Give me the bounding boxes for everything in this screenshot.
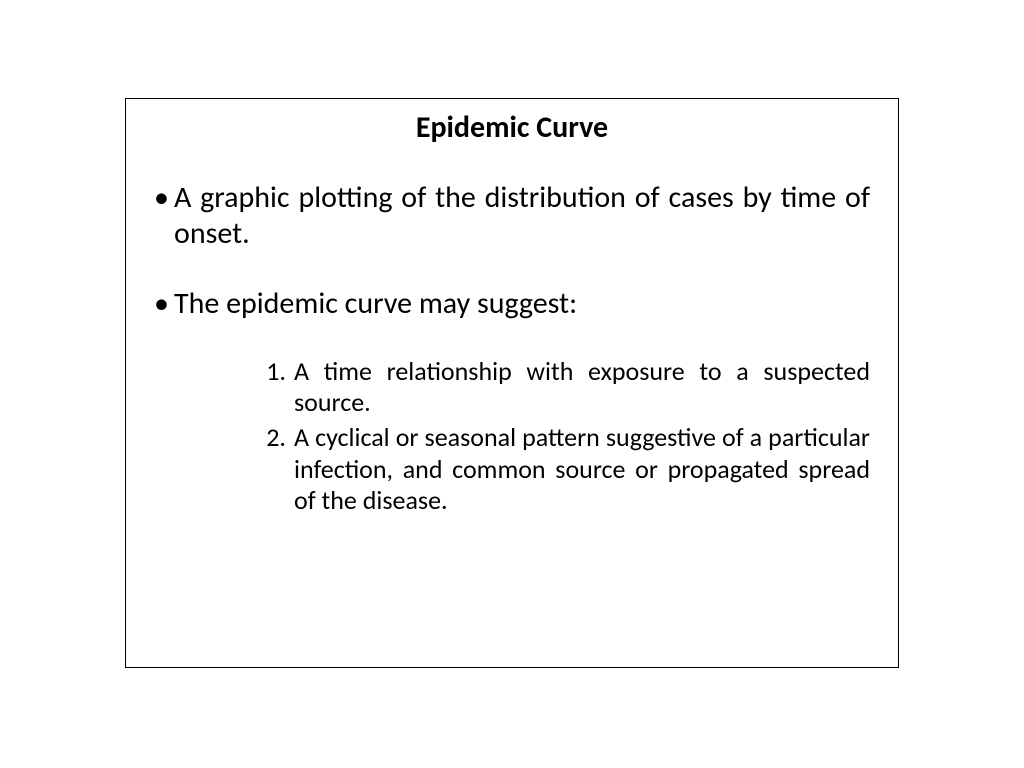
- bullet-marker: •: [154, 180, 174, 216]
- bullet-item-1: •A graphic plotting of the distribution …: [154, 180, 870, 252]
- numbered-item-2: A cyclical or seasonal pattern suggestiv…: [254, 422, 870, 516]
- slide-title: Epidemic Curve: [154, 109, 870, 146]
- bullet-marker: •: [154, 286, 174, 322]
- numbered-item-1: A time relationship with exposure to a s…: [254, 356, 870, 418]
- numbered-list: A time relationship with exposure to a s…: [154, 356, 870, 516]
- slide-content-box: Epidemic Curve •A graphic plotting of th…: [125, 98, 899, 668]
- bullet-text-2: The epidemic curve may suggest:: [174, 285, 577, 322]
- bullet-item-2: •The epidemic curve may suggest:: [154, 286, 870, 322]
- bullet-text-1: A graphic plotting of the distribution o…: [174, 179, 870, 252]
